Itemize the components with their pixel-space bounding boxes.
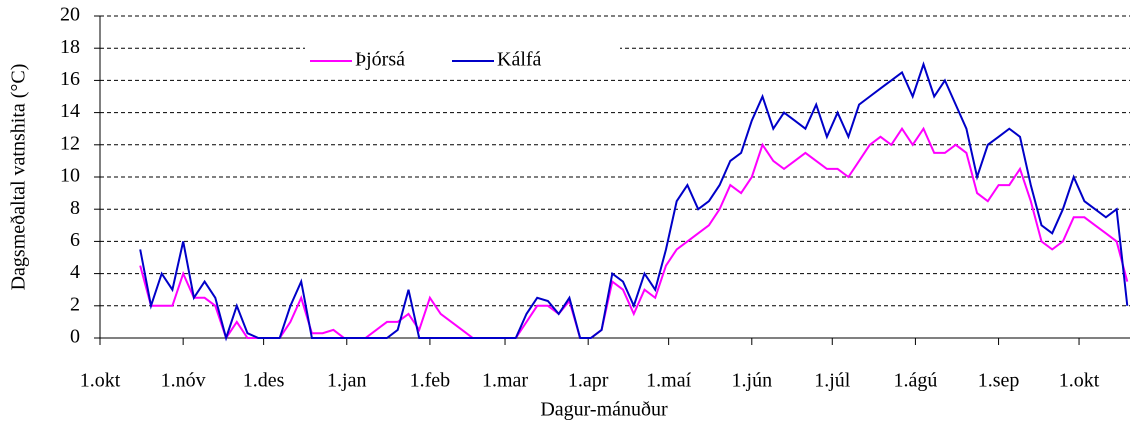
x-tick-label: 1.jan [327, 370, 366, 392]
line-series [139, 126, 1129, 341]
y-tick-label: 8 [70, 197, 80, 219]
x-tick-label: 1.okt [1059, 370, 1100, 392]
x-tick-label: 1.jún [732, 370, 773, 392]
x-tick-label: 1.okt [80, 370, 121, 392]
y-tick-label: 6 [70, 229, 80, 251]
x-tick-label: 1.mar [482, 370, 528, 392]
y-tick-label: 0 [70, 326, 80, 348]
x-tick-label: 1.des [243, 370, 285, 392]
x-tick-label: 1.maí [646, 370, 691, 392]
legend-label: Þjórsá [355, 49, 405, 71]
y-tick-label: 14 [60, 100, 80, 122]
y-tick-label: 18 [60, 36, 80, 58]
legend-label: Kálfá [497, 49, 542, 71]
y-tick-label: 10 [60, 165, 80, 187]
y-tick-label: 4 [70, 261, 80, 283]
x-tick-label: 1.apr [568, 370, 609, 392]
y-tick-label: 2 [70, 293, 80, 315]
y-tick-label: 16 [60, 68, 80, 90]
x-tick-label: 1.sep [978, 370, 1020, 392]
y-tick-label: 20 [60, 4, 80, 26]
x-axis-title: Dagur-mánuður [540, 399, 668, 421]
line-series [139, 61, 1129, 342]
x-tick-label: 1.ágú [893, 370, 937, 392]
x-tick-label: 1.nóv [161, 370, 206, 392]
x-tick-label: 1.júl [814, 370, 851, 392]
y-axis-title: Dagsmeðaltal vatnshita (°C) [8, 64, 30, 291]
y-tick-label: 12 [60, 132, 80, 154]
x-tick-label: 1.feb [410, 370, 451, 392]
